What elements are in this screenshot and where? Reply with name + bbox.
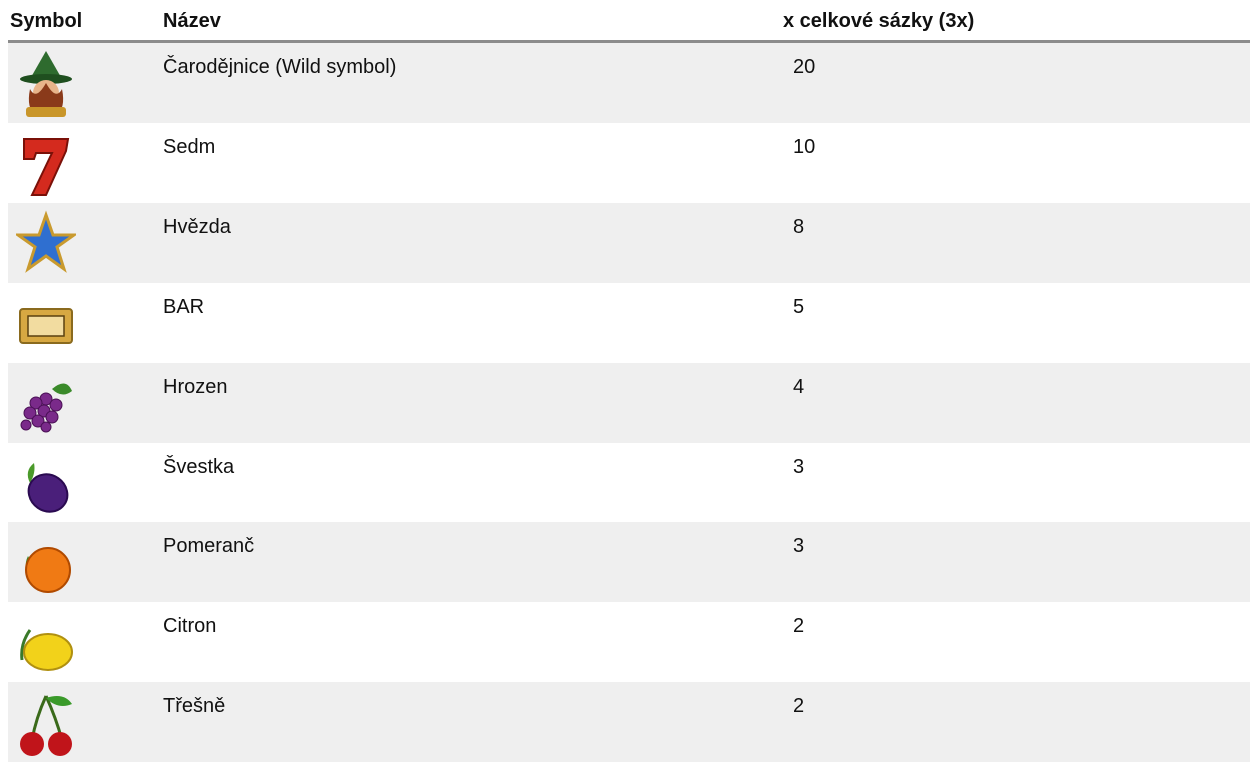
table-row: Třešně 2 [8,682,1250,762]
symbol-icon [20,629,73,672]
table-row: Čarodějnice (Wild symbol) 20 [8,43,1250,123]
symbol-name: Švestka [163,455,235,478]
symbol-name: Hvězda [163,215,231,238]
symbol-icon [16,210,76,273]
symbol-name: Citron [163,615,217,638]
table-row: Citron 2 [8,602,1250,682]
symbol-name: Třešně [163,695,226,718]
symbol-icon [19,307,73,344]
multiplier: 2 [793,615,805,638]
table-row: Hvězda 8 [8,202,1250,283]
symbol-icon [20,51,72,117]
table-row: Švestka 3 [8,443,1250,523]
multiplier: 3 [793,535,805,558]
symbol-name: Čarodějnice (Wild symbol) [163,56,397,78]
symbol-name: Pomeranč [163,535,255,558]
symbol-icon [20,695,72,757]
multiplier: 10 [793,135,816,158]
multiplier: 2 [793,695,805,718]
symbol-icon [27,462,69,513]
symbol-icon [25,547,71,594]
symbol-name: BAR [163,295,205,318]
symbol-icon [20,383,72,433]
multiplier: 20 [793,56,816,78]
table-row: BAR 5 [8,283,1250,363]
symbol-name: Sedm [163,135,216,158]
table-row: Pomeranč 3 [8,522,1250,603]
multiplier: 5 [793,295,805,318]
multiplier: 3 [793,455,805,478]
header-cell: Název [163,10,221,32]
symbol-icon [23,137,70,196]
header-cell: x celkové sázky (3x) [783,10,975,32]
header-cell: Symbol [10,10,83,32]
multiplier: 8 [793,215,805,238]
table-row: Hrozen 4 [8,362,1250,443]
table-row: Sedm 10 [8,123,1250,203]
table-header: Symbol Název x celkové sázky (3x) [8,0,1250,43]
multiplier: 4 [793,375,805,398]
symbol-name: Hrozen [163,375,228,398]
